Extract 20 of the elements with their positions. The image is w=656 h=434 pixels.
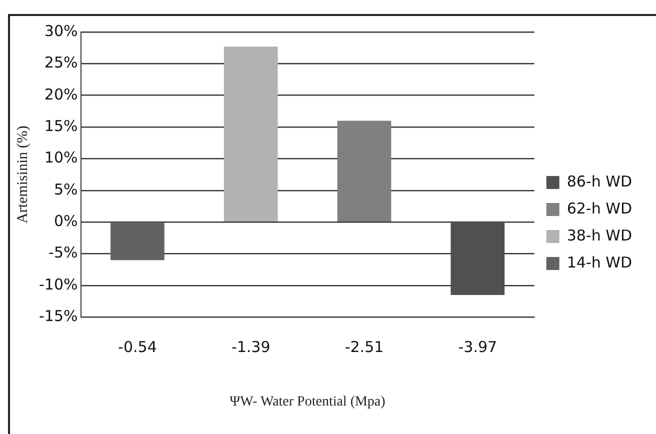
y-tick-label: 0%: [54, 212, 78, 230]
x-axis-title: ΨW- Water Potential (Mpa): [230, 394, 386, 410]
y-tick-label: 5%: [54, 180, 78, 198]
x-tick-label: -3.97: [458, 338, 498, 356]
legend-label: 62-h WD: [566, 199, 632, 218]
x-tick-label: -1.39: [231, 338, 270, 356]
x-tick-label: -0.54: [118, 338, 157, 356]
y-tick-label: -15%: [38, 307, 78, 326]
y-tick-label: -5%: [48, 244, 78, 262]
y-axis-title: Artemisinin (%): [14, 126, 31, 224]
y-tick-label: 15%: [44, 116, 78, 135]
y-tick-label: 10%: [44, 148, 78, 167]
y-tick-label: -10%: [38, 275, 78, 294]
legend-label: 38-h WD: [566, 226, 632, 244]
legend-label: 14-h WD: [566, 253, 632, 272]
y-tick-label: 30%: [44, 22, 78, 40]
legend-label: 86-h WD: [566, 172, 632, 190]
x-tick-label: -2.51: [344, 338, 384, 356]
y-tick-label: 25%: [44, 54, 78, 72]
y-tick-label: 20%: [44, 85, 78, 104]
